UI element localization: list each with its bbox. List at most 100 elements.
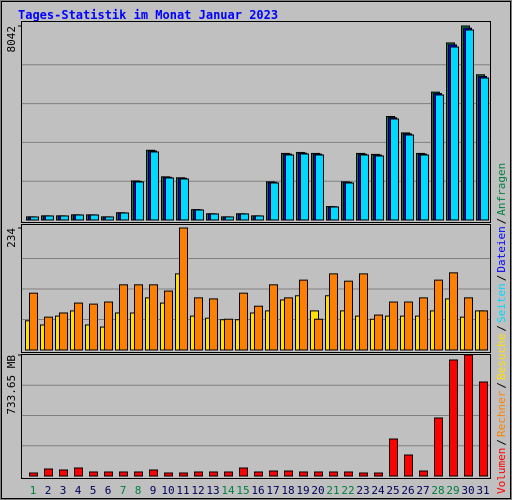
bar [450,46,459,221]
bar [209,471,218,477]
bar [419,297,428,351]
bar [284,470,293,477]
bar [269,470,278,477]
bar [374,472,383,477]
bar [59,469,68,477]
x-tick-label: 13 [206,484,219,497]
x-tick-label: 9 [150,484,157,497]
legend-entry: Seiten [495,283,508,323]
x-tick-label: 25 [386,484,399,497]
legend-entry: Besuche [495,334,508,380]
bar [405,134,414,221]
bar [404,301,413,351]
bar [59,312,68,351]
bar [269,284,278,351]
bar [330,206,339,221]
bar [465,29,474,221]
bar [374,314,383,351]
legend-separator: / [495,218,508,225]
bar [434,417,443,477]
bar [254,471,263,477]
bar [90,214,99,221]
x-tick-label: 6 [105,484,112,497]
x-tick-label: 22 [341,484,354,497]
x-tick-label: 15 [236,484,249,497]
legend-separator: / [495,439,508,446]
bar [345,182,354,221]
x-tick-label: 3 [60,484,67,497]
y-tick-label: 8042 [5,26,18,53]
bar [44,316,53,351]
x-tick-label: 28 [431,484,444,497]
bar [359,273,368,351]
x-tick-label: 8 [135,484,142,497]
bar [404,454,413,477]
bar [224,318,233,351]
y-tick-label: 733.65 MB [5,355,18,415]
x-tick-label: 21 [326,484,339,497]
bar [165,177,174,221]
bar [434,279,443,351]
bar [239,292,248,351]
bar [285,154,294,221]
legend-separator: / [495,382,508,389]
bar [150,151,159,221]
bar [435,94,444,221]
bar [449,359,458,477]
x-tick-label: 20 [311,484,324,497]
bar [314,318,323,351]
bar [314,471,323,477]
x-tick-label: 10 [161,484,174,497]
bar [390,118,399,221]
bar [254,305,263,351]
bar [119,471,128,477]
x-tick-label: 17 [266,484,279,497]
x-tick-label: 29 [446,484,459,497]
bar [420,154,429,221]
bar [225,216,234,221]
bar [44,468,53,477]
bar [194,297,203,351]
legend-separator: / [495,275,508,282]
y-tick-label: 234 [5,228,18,248]
bar [479,310,488,351]
bar [419,470,428,477]
bar [344,471,353,477]
bar [29,472,38,477]
bar [255,215,264,221]
bar [239,467,248,477]
x-tick-label: 24 [371,484,385,497]
x-tick-label: 1 [30,484,37,497]
bar [135,181,144,221]
x-tick-label: 4 [75,484,82,497]
bar [105,216,114,221]
x-tick-label: 27 [416,484,429,497]
bar [299,471,308,477]
bar [164,472,173,477]
bar [179,472,188,477]
bar [89,303,98,351]
bar [464,354,473,477]
bar [224,471,233,477]
x-tick-label: 14 [221,484,235,497]
bar [210,213,219,221]
bar [389,438,398,477]
legend: Volumen/Rechner/Besuche/Seiten/Dateien/A… [495,163,508,494]
legend-entry: Dateien [495,226,508,272]
bar [104,471,113,477]
bar [194,471,203,477]
x-tick-label: 18 [281,484,294,497]
bar [104,301,113,351]
x-tick-label: 16 [251,484,264,497]
bar [45,215,54,221]
panel [21,354,491,479]
bar [479,381,488,477]
bar [149,284,158,351]
bar [209,298,218,351]
bar [344,280,353,351]
bar [29,292,38,351]
bar [449,272,458,351]
bar [315,154,324,221]
